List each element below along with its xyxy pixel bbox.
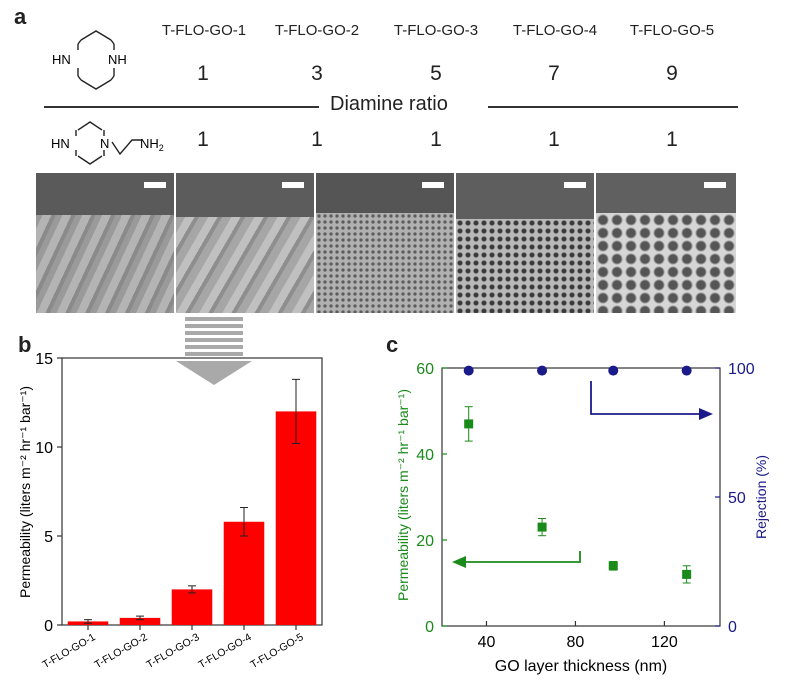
pip-ratio-1: 1 — [197, 62, 209, 85]
chart-c-rejection-point-3 — [681, 365, 692, 376]
chart-c-xlabel: GO layer thickness (nm) — [495, 658, 667, 675]
right-axis-arrow-icon — [590, 381, 707, 415]
chart-c-permeability-point-0 — [464, 419, 474, 429]
panel-label-a: a — [14, 4, 27, 29]
sample-label-2: T-FLO-GO-2 — [274, 22, 360, 39]
chart-c-permeability-point-2 — [608, 561, 618, 571]
chart-b-xtick-label-2: T-FLO-GO-3 — [144, 631, 201, 671]
sem-image-1 — [36, 173, 174, 313]
sem-image-3 — [316, 173, 454, 313]
aep-ratio-1: 1 — [197, 128, 209, 151]
chart-c-ytick-left-label-1: 20 — [416, 533, 434, 550]
aep-ratio-5: 1 — [666, 128, 678, 151]
chart-c-rejection-point-2 — [608, 365, 619, 376]
chart-c-ytick-left-label-2: 40 — [416, 447, 434, 464]
piperazine-atom-hn: HN — [52, 52, 71, 67]
aep-ratio-3: 1 — [430, 128, 442, 151]
chart-c-ylabel-right: Rejection (%) — [753, 455, 769, 539]
chart-b-bar-3 — [223, 521, 265, 625]
chart-b: Permeability (liters m⁻² hr⁻¹ bar⁻¹) 0 5 1… — [17, 351, 323, 671]
aep-atom-n: N — [100, 136, 109, 151]
chart-b-bar-2 — [171, 589, 213, 625]
sample-label-1: T-FLO-GO-1 — [161, 22, 247, 39]
chart-c-frame — [441, 367, 721, 627]
chart-b-xtick-label-3: T-FLO-GO-4 — [196, 631, 253, 671]
chart-c-xtick-label-0: 40 — [478, 634, 496, 651]
zoom-arrow-icon — [176, 317, 252, 385]
chart-c-ylabel-left: Permeability (liters m⁻² hr⁻¹ bar⁻¹) — [395, 389, 411, 601]
chart-b-ytick-label-3: 15 — [35, 351, 53, 368]
diamine-ratio-label: Diamine ratio — [330, 93, 448, 115]
chart-b-ytick-label-2: 10 — [35, 440, 53, 457]
chart-b-ytick-label-0: 0 — [44, 618, 53, 635]
sem-image-5 — [596, 173, 736, 313]
chart-c-rejection-point-1 — [537, 365, 548, 376]
panel-label-c: c — [386, 332, 399, 357]
chart-c-xtick-label-2: 120 — [651, 634, 678, 651]
aep-atom-hn: HN — [51, 136, 70, 151]
aep-structure: HN N NH2 — [51, 121, 164, 165]
sem-image-2 — [176, 173, 314, 313]
chart-c-ytick-right-label-1: 50 — [728, 490, 746, 507]
chart-b-xtick-label-0: T-FLO-GO-1 — [40, 631, 97, 671]
piperazine-structure: HN NH — [52, 30, 127, 90]
aep-ratio-4: 1 — [548, 128, 560, 151]
chart-b-bar-4 — [275, 411, 317, 625]
chart-c-xtick-label-1: 80 — [567, 634, 585, 651]
chart-c-ytick-left-label-3: 60 — [416, 361, 434, 378]
sample-label-4: T-FLO-GO-4 — [512, 22, 598, 39]
chart-b-ylabel: Permeability (liters m⁻² hr⁻¹ bar⁻¹) — [17, 386, 33, 598]
right-axis-arrowhead-icon — [699, 408, 713, 420]
left-axis-arrowhead-icon — [452, 556, 466, 568]
divider-left — [44, 106, 319, 108]
sample-label-3: T-FLO-GO-3 — [393, 22, 479, 39]
piperazine-atom-nh: NH — [108, 52, 127, 67]
sem-image-4 — [456, 173, 594, 313]
chart-c-ytick-right-label-0: 0 — [728, 619, 737, 636]
chart-b-bar-1 — [119, 617, 161, 625]
pip-ratio-2: 3 — [311, 62, 323, 85]
chart-c-ytick-left-label-0: 0 — [425, 619, 434, 636]
chart-c-permeability-point-3 — [682, 569, 692, 579]
pip-ratio-5: 9 — [666, 62, 678, 85]
pip-ratio-3: 5 — [430, 62, 442, 85]
chart-c-ytick-right-label-2: 100 — [728, 361, 755, 378]
chart-c-rejection-point-0 — [463, 365, 474, 376]
chart-b-xtick-label-4: T-FLO-GO-5 — [248, 631, 305, 671]
chart-b-ytick-label-1: 5 — [44, 529, 53, 546]
aep-atom-nh2: NH2 — [140, 136, 164, 153]
chart-b-xtick-label-1: T-FLO-GO-2 — [92, 631, 149, 671]
left-axis-arrow-icon — [458, 551, 581, 563]
panel-label-b: b — [18, 332, 32, 357]
chart-c: Permeability (liters m⁻² hr⁻¹ bar⁻¹) Rej… — [395, 361, 769, 675]
sample-label-5: T-FLO-GO-5 — [629, 22, 715, 39]
chart-c-permeability-point-1 — [537, 522, 547, 532]
divider-right — [488, 106, 738, 108]
aep-ratio-2: 1 — [311, 128, 323, 151]
pip-ratio-4: 7 — [548, 62, 560, 85]
